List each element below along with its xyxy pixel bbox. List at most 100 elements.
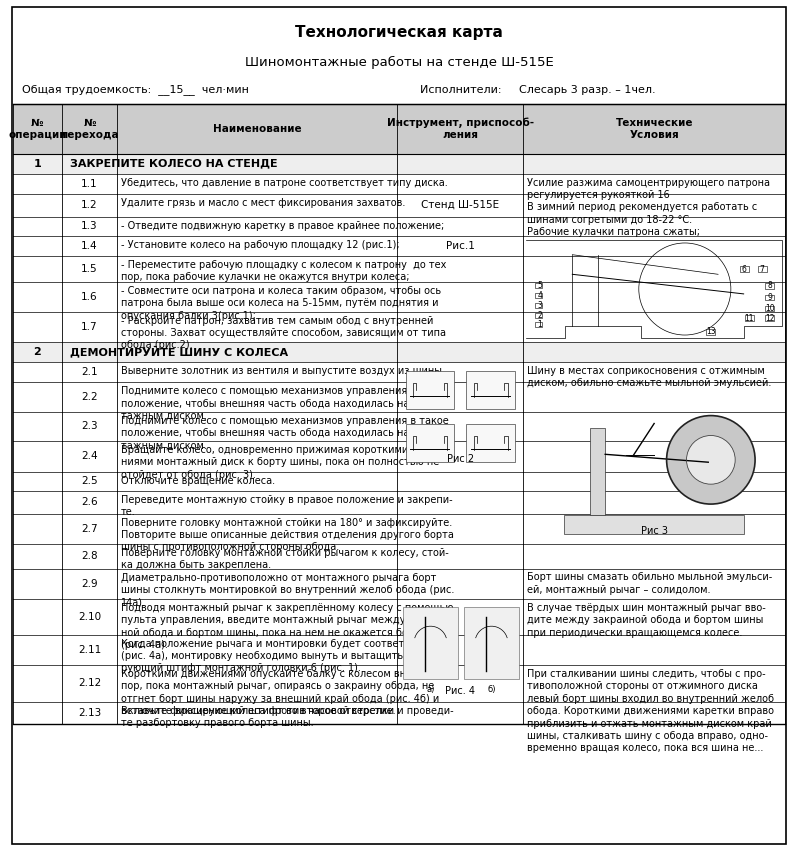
Bar [467, 372, 516, 408]
Text: 10: 10 [765, 304, 775, 312]
Text: 1.5: 1.5 [81, 264, 97, 273]
Text: 2.8: 2.8 [81, 551, 97, 561]
Bar [405, 372, 454, 408]
Bar [765, 316, 774, 321]
Text: Шину в местах соприкосновения с отжимным
диском, обильно смажьте мыльной эмульси: Шину в местах соприкосновения с отжимным… [527, 366, 772, 388]
Text: Вращайте колесо, одновременно прижимая короткими движе-
ниями монтажный диск к б: Вращайте колесо, одновременно прижимая к… [121, 445, 448, 480]
Text: Удалите грязь и масло с мест фиксирования захватов.: Удалите грязь и масло с мест фиксировани… [121, 198, 405, 208]
Text: Когда положение рычага и монтировки будет соответствовать
(рис. 4а), монтировку : Когда положение рычага и монтировки буде… [121, 638, 450, 673]
Bar [535, 303, 542, 307]
Text: 4: 4 [537, 291, 542, 300]
Text: 1.3: 1.3 [81, 222, 97, 231]
Text: Рис 3: Рис 3 [641, 526, 668, 536]
Text: Рис 2: Рис 2 [447, 453, 474, 464]
Text: 11: 11 [745, 313, 754, 323]
Text: 2: 2 [34, 346, 41, 357]
Text: 2.2: 2.2 [81, 391, 97, 402]
Text: Подводя монтажный рычаг к закреплённому колесу с помощью
пульта управления, введ: Подводя монтажный рычаг к закреплённому … [121, 603, 454, 650]
Text: 1: 1 [34, 159, 41, 169]
Text: 2.3: 2.3 [81, 421, 97, 431]
Text: Исполнители:     Слесарь 3 разр. – 1чел.: Исполнители: Слесарь 3 разр. – 1чел. [420, 85, 656, 95]
Bar [765, 283, 774, 289]
Text: №
перехода: № перехода [60, 118, 119, 140]
Bar [61, 104, 117, 154]
Bar [403, 607, 458, 678]
Text: 2.4: 2.4 [81, 452, 97, 461]
Circle shape [666, 416, 755, 504]
Bar [397, 104, 523, 154]
Text: Наименование: Наименование [213, 124, 302, 134]
Circle shape [686, 436, 735, 484]
Bar [523, 104, 785, 154]
Text: a): a) [426, 684, 435, 694]
Text: - Совместите оси патрона и колеса таким образом, чтобы ось
патрона была выше оси: - Совместите оси патрона и колеса таким … [121, 286, 441, 321]
Text: 2.1: 2.1 [81, 367, 97, 377]
Text: - Переместите рабочую площадку с колесом к патрону  до тех
пор, пока рабочие кул: - Переместите рабочую площадку с колесом… [121, 260, 447, 282]
Bar [13, 104, 61, 154]
Bar [13, 342, 785, 362]
Text: 2.12: 2.12 [77, 678, 101, 689]
Bar [706, 329, 715, 335]
Text: 1.2: 1.2 [81, 200, 97, 211]
Bar [765, 306, 774, 311]
Text: Включите вращение колеса против часовой стрелки и проведи-
те разбортовку правог: Включите вращение колеса против часовой … [121, 706, 454, 728]
Text: 1.4: 1.4 [81, 241, 97, 250]
Text: Технические
Условия: Технические Условия [615, 118, 693, 140]
Bar [535, 323, 542, 328]
Text: При сталкивании шины следить, чтобы с про-
тивоположной стороны от отжимного дис: При сталкивании шины следить, чтобы с пр… [527, 669, 774, 753]
Text: - Отведите подвижную каретку в правое крайнее положение;: - Отведите подвижную каретку в правое кр… [121, 221, 444, 230]
Text: Выверните золотник из вентиля и выпустите воздух из шины.: Выверните золотник из вентиля и выпустит… [121, 366, 445, 375]
Bar [535, 283, 542, 288]
Text: В случае твёрдых шин монтажный рычаг вво-
дите между закраиной обода и бортом ши: В случае твёрдых шин монтажный рычаг вво… [527, 603, 766, 638]
Bar [464, 607, 519, 678]
Text: Убедитесь, что давление в патроне соответствует типу диска.: Убедитесь, что давление в патроне соотве… [121, 177, 448, 188]
Text: Поднимите колесо с помощью механизмов управления в такое
положение, чтобы внешня: Поднимите колесо с помощью механизмов уп… [121, 415, 449, 450]
Text: 12: 12 [765, 313, 775, 323]
Text: 8: 8 [768, 281, 772, 290]
Bar [765, 295, 774, 301]
Text: 2: 2 [537, 311, 542, 319]
Text: Инструмент, приспособ-
ления: Инструмент, приспособ- ления [387, 118, 534, 140]
Text: Поднимите колесо с помощью механизмов управления в такое
положение, чтобы внешня: Поднимите колесо с помощью механизмов уп… [121, 386, 449, 421]
Text: 2.11: 2.11 [77, 644, 101, 655]
Text: Усилие разжима самоцентрирующего патрона
регулируется рукояткой 16
В зимний пери: Усилие разжима самоцентрирующего патрона… [527, 177, 770, 237]
Text: 7: 7 [760, 265, 764, 273]
Text: - Раскройте патрон, захватив тем самым обод с внутренней
стороны. Захват осущест: - Раскройте патрон, захватив тем самым о… [121, 316, 446, 351]
Text: Общая трудоемкость:  __15__  чел·мин: Общая трудоемкость: __15__ чел·мин [22, 85, 249, 95]
Text: 9: 9 [768, 293, 772, 302]
Text: 6: 6 [741, 265, 747, 273]
Text: 2.13: 2.13 [77, 708, 101, 717]
Text: Поверните головку монтажной стойки на 180° и зафиксируйте.
Повторите выше описан: Поверните головку монтажной стойки на 18… [121, 518, 454, 553]
Text: Шиномонтажные работы на стенде Ш-515Е: Шиномонтажные работы на стенде Ш-515Е [245, 55, 553, 69]
Text: 2.6: 2.6 [81, 498, 97, 507]
Text: Рис.1: Рис.1 [446, 241, 475, 250]
Text: Борт шины смазать обильно мыльной эмульси-
ей, монтажный рычаг – солидолом.: Борт шины смазать обильно мыльной эмульс… [527, 572, 772, 595]
Text: Короткими движениями опускайте балку с колесом вниз до тех
пор, пока монтажный р: Короткими движениями опускайте балку с к… [121, 669, 454, 717]
Text: 1: 1 [537, 320, 542, 329]
Text: 3: 3 [537, 301, 542, 310]
Text: 2.7: 2.7 [81, 524, 97, 534]
Text: 1.1: 1.1 [81, 179, 97, 188]
Bar [467, 424, 516, 462]
Bar [740, 267, 749, 272]
Text: 2.5: 2.5 [81, 476, 97, 486]
Text: 2.10: 2.10 [78, 612, 101, 621]
Text: Технологическая карта: Технологическая карта [295, 25, 503, 40]
Bar [564, 515, 745, 534]
Text: 1.6: 1.6 [81, 292, 97, 301]
Text: - Установите колесо на рабочую площадку 12 (рис.1);: - Установите колесо на рабочую площадку … [121, 240, 400, 250]
Text: №
операции: № операции [8, 118, 66, 140]
Text: Отключите вращение колеса.: Отключите вращение колеса. [121, 475, 275, 486]
Text: ЗАКРЕПИТЕ КОЛЕСО НА СТЕНДЕ: ЗАКРЕПИТЕ КОЛЕСО НА СТЕНДЕ [69, 159, 277, 169]
Text: Переведите монтажную стойку в правое положение и закрепи-
те.: Переведите монтажную стойку в правое пол… [121, 495, 452, 517]
Bar [405, 424, 454, 462]
Text: 13: 13 [706, 328, 716, 336]
Text: Стенд Ш-515Е: Стенд Ш-515Е [421, 200, 500, 210]
Text: Диаметрально-противоположно от монтажного рычага борт
шины столкнуть монтировкой: Диаметрально-противоположно от монтажног… [121, 572, 455, 607]
Text: б): б) [488, 684, 496, 694]
Bar [13, 154, 785, 173]
Bar [117, 104, 397, 154]
Text: 5: 5 [537, 281, 542, 290]
Bar [757, 267, 767, 272]
Text: 2.9: 2.9 [81, 579, 97, 588]
